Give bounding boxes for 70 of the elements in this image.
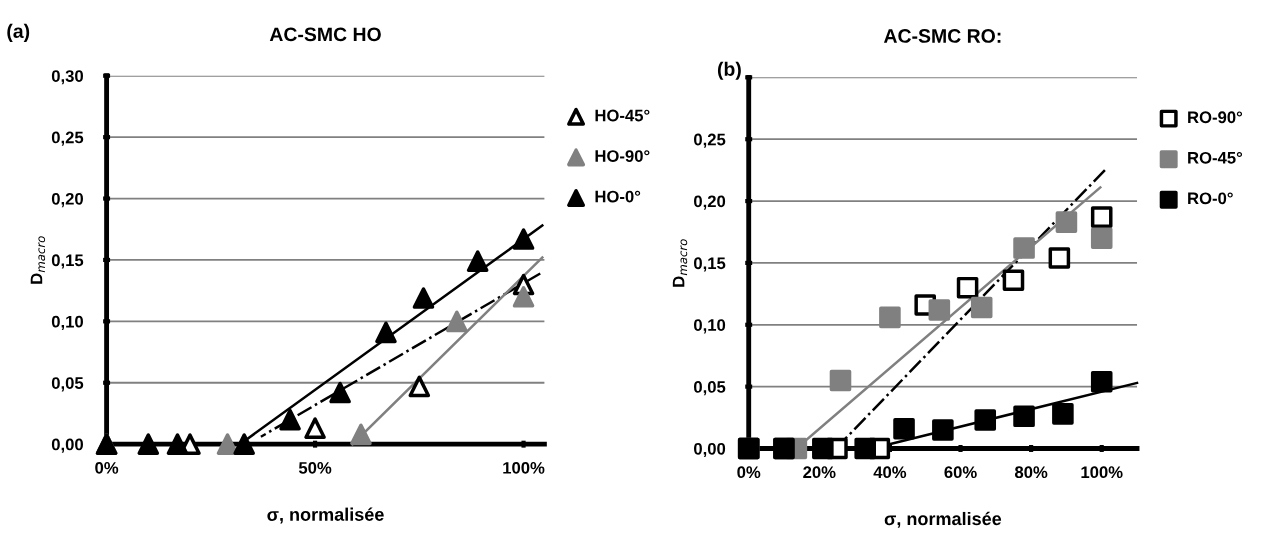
point xyxy=(1055,211,1078,233)
y-tick-label: 0,05 xyxy=(51,377,84,392)
point xyxy=(304,417,326,439)
y-tick-label: 0,15 xyxy=(694,257,726,272)
legend-label: HO-45° xyxy=(595,109,650,122)
point xyxy=(1048,247,1071,269)
x-tick-label: 60% xyxy=(944,466,977,479)
point xyxy=(512,228,535,250)
x-tick-label: 0% xyxy=(95,461,119,474)
y-tick-label: 0,30 xyxy=(51,70,83,85)
y-tick-label: 0,10 xyxy=(694,319,726,334)
point xyxy=(854,437,876,460)
point xyxy=(408,375,431,398)
y-tick-label: 0,15 xyxy=(51,254,84,269)
y-axis-title: D$_{macro}$ xyxy=(672,239,688,287)
x-axis-title: σ, normalisée xyxy=(267,507,384,524)
point xyxy=(1002,269,1025,292)
legend-label: HO-90° xyxy=(595,150,650,162)
legend-label: RO-90° xyxy=(1188,111,1243,124)
point xyxy=(446,310,468,333)
y-tick-label: 0,20 xyxy=(694,195,726,210)
point xyxy=(166,433,189,455)
point xyxy=(956,276,979,299)
y-tick-label: 0,10 xyxy=(51,315,83,330)
point xyxy=(812,437,834,460)
x-tick-label: 80% xyxy=(1014,466,1048,479)
y-tick-label: 0,25 xyxy=(694,133,726,148)
y-tick-label: 0,20 xyxy=(51,192,83,208)
point xyxy=(412,287,435,309)
point xyxy=(216,433,239,455)
y-tick-label: 0,05 xyxy=(694,381,726,396)
x-axis-title: σ, normalisée xyxy=(884,511,1002,528)
y-tick-label: 0,00 xyxy=(694,442,726,458)
point xyxy=(233,433,255,455)
text: (b) xyxy=(717,61,741,80)
x-tick-label: 20% xyxy=(803,466,836,479)
legend-label: RO-0° xyxy=(1188,192,1233,205)
legend-label: HO-0° xyxy=(595,190,641,203)
x-tick-label: 100% xyxy=(1081,466,1123,479)
point xyxy=(932,419,954,441)
text: (a) xyxy=(7,23,30,42)
x-tick-label: 50% xyxy=(298,461,332,474)
chart-title: AC-SMC RO: xyxy=(883,29,1001,43)
point xyxy=(329,381,351,404)
point xyxy=(279,408,301,431)
y-tick-label: 0,00 xyxy=(51,438,83,453)
point xyxy=(879,306,901,329)
point xyxy=(512,286,535,308)
point xyxy=(350,423,372,446)
legend-label: RO-45° xyxy=(1188,151,1243,164)
x-tick-label: 40% xyxy=(873,466,907,479)
x-tick-label: 0% xyxy=(737,466,761,479)
point xyxy=(466,250,489,272)
point xyxy=(829,369,852,392)
y-tick-label: 0,25 xyxy=(51,131,84,146)
point xyxy=(1090,227,1113,249)
y-axis-title: D$_{macro}$ xyxy=(30,236,46,284)
point xyxy=(137,433,160,455)
point xyxy=(928,299,951,321)
point xyxy=(1013,237,1035,259)
point xyxy=(375,321,397,344)
point xyxy=(970,296,993,319)
chart-title: AC-SMC HO xyxy=(269,27,381,42)
point xyxy=(1052,403,1074,425)
point xyxy=(893,417,915,440)
x-tick-label: 100% xyxy=(503,461,545,474)
point xyxy=(1090,370,1113,393)
point xyxy=(1013,405,1035,428)
point xyxy=(1090,206,1113,228)
point xyxy=(974,409,997,431)
